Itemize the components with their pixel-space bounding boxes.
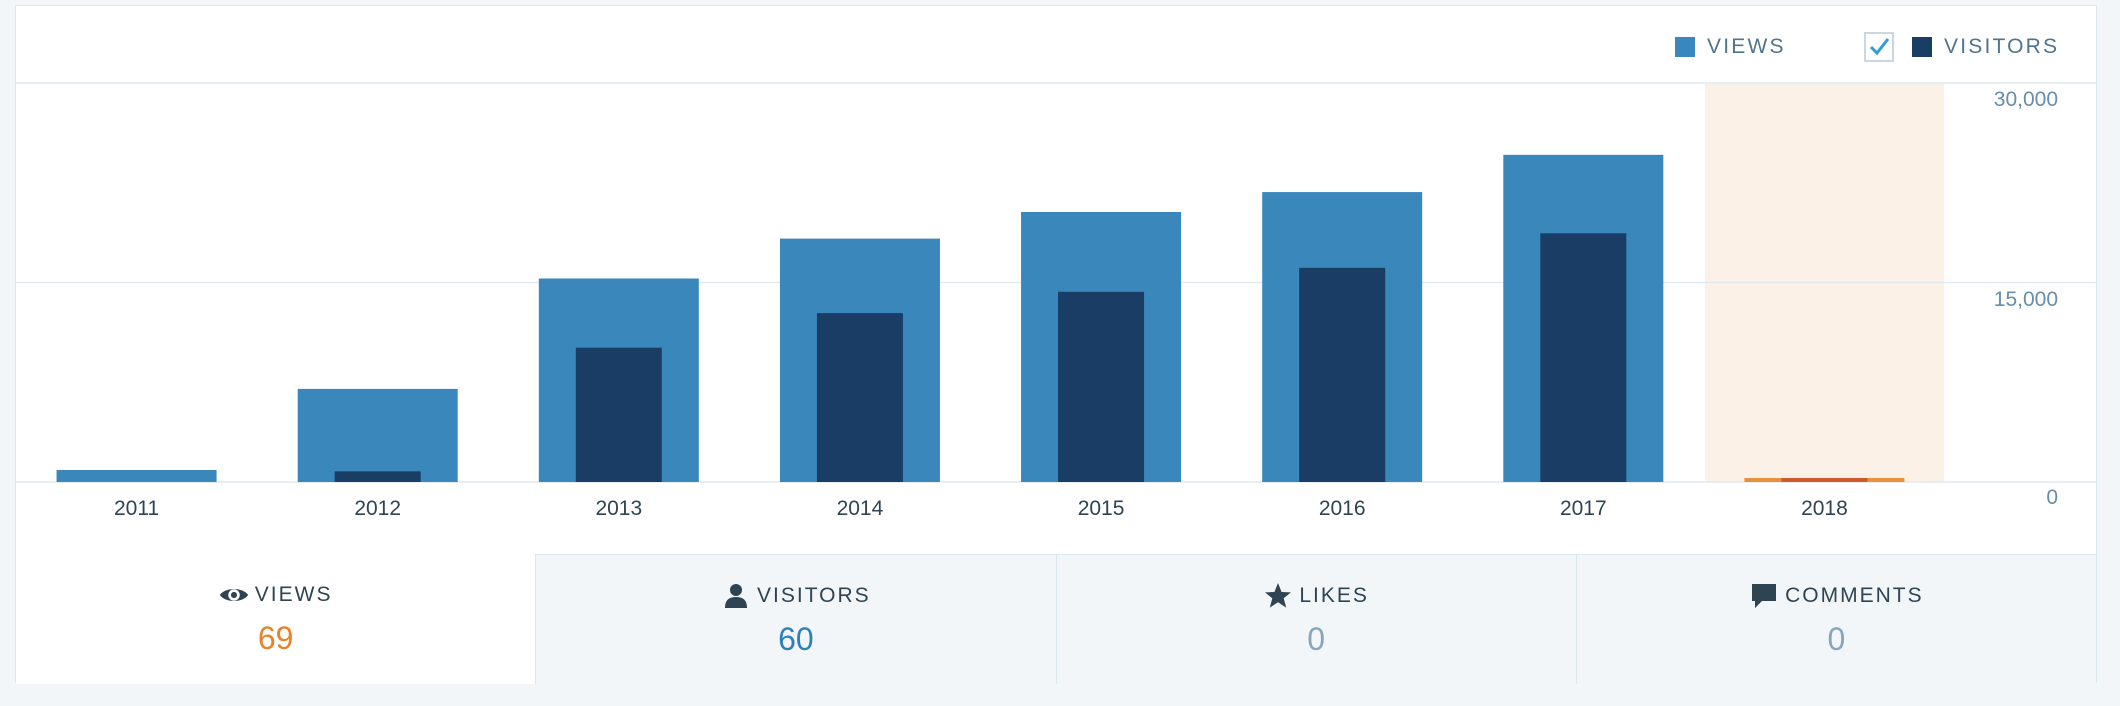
chart-legend: VIEWS VISITORS [16,6,2096,84]
x-tick-label: 2018 [1801,497,1848,520]
visitors-checkbox[interactable] [1864,32,1894,62]
comments-label: COMMENTS [1785,584,1924,607]
bar-chart: 2011 2012 2013 2014 2015 2016 2017 2018 0 15,000 3… [16,82,2098,520]
stats-tabs: VIEWS 69 VISITORS 60 [16,554,2096,684]
likes-count: 0 [1307,621,1326,657]
bar-visitors [1299,267,1386,482]
bar-visitors [1540,233,1627,482]
y-tick-label: 15,000 [1994,288,2058,311]
tab-views[interactable]: VIEWS 69 [16,554,536,684]
star-icon [1263,581,1293,611]
views-swatch [1675,37,1695,57]
views-count: 69 [257,620,294,656]
eye-icon [219,580,249,610]
views-label: VIEWS [254,583,333,606]
legend-views: VIEWS [1675,32,1786,62]
x-tick-label: 2017 [1560,497,1607,520]
legend-visitors[interactable]: VISITORS [1864,32,2059,62]
visitors-swatch [1912,37,1932,57]
comment-bubble-icon [1749,581,1779,611]
x-tick-label: 2011 [114,497,159,520]
y-tick-label: 0 [2046,486,2058,509]
likes-label: LIKES [1299,584,1369,607]
checkmark-icon [1869,38,1890,56]
x-tick-label: 2016 [1319,497,1366,520]
x-tick-label: 2014 [837,497,884,520]
stats-chart-card: VIEWS VISITORS 2011 2012 2013 2014 2015 2016 2… [15,5,2098,684]
person-icon [721,581,751,611]
bar-visitors [334,471,421,482]
bar-views [56,470,217,482]
visitors-count: 60 [778,621,814,657]
x-tick-label: 2015 [1078,497,1125,520]
bar-visitors [1781,478,1868,482]
tab-comments[interactable]: COMMENTS 0 [1575,554,2096,684]
bar-visitors [575,347,662,482]
comments-count: 0 [1827,621,1846,657]
tab-likes[interactable]: LIKES 0 [1055,554,1576,684]
bar-views [297,388,458,482]
y-tick-label: 30,000 [1994,88,2058,111]
x-tick-label: 2013 [595,497,642,520]
x-tick-label: 2012 [354,497,401,520]
bar-visitors [1058,291,1145,482]
legend-views-label: VIEWS [1707,35,1786,58]
tab-visitors[interactable]: VISITORS 60 [535,554,1056,684]
bar-visitors [816,313,903,482]
visitors-label: VISITORS [757,584,871,607]
legend-visitors-label: VISITORS [1944,35,2060,58]
